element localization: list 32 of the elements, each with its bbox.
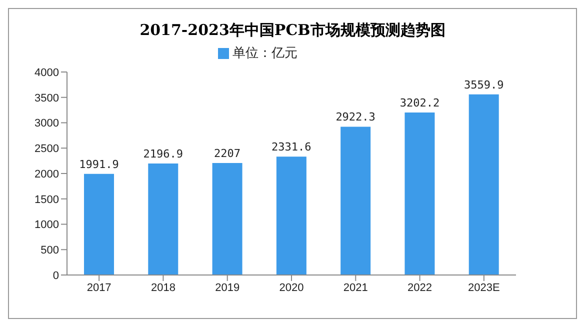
x-tick-label: 2018 — [150, 282, 176, 294]
y-tick-label: 3000 — [34, 118, 59, 130]
bar — [148, 164, 178, 275]
data-label: 2196.9 — [143, 148, 184, 161]
bar — [212, 162, 242, 275]
y-tick-label: 4000 — [34, 66, 59, 79]
x-tick-label: 2019 — [215, 282, 240, 294]
y-tick-label: 1500 — [34, 194, 59, 206]
data-label: 2922.3 — [336, 110, 376, 124]
x-tick-label: 2020 — [279, 282, 304, 294]
y-tick-label: 0 — [52, 270, 59, 282]
y-tick-label: 2000 — [34, 168, 59, 180]
y-tick-label: 3500 — [34, 92, 59, 104]
y-tick-label: 1000 — [34, 219, 59, 232]
chart-title: 2017-2023年中国PCB市场规模预测趋势图 — [138, 21, 446, 40]
x-tick-label: 2017 — [86, 282, 112, 294]
x-tick-label: 2023E — [468, 282, 500, 294]
y-tick-label: 2500 — [34, 143, 59, 156]
data-label: 1991.9 — [79, 158, 119, 171]
y-tick-label: 500 — [40, 244, 59, 257]
bar — [468, 94, 499, 275]
bar — [404, 112, 435, 275]
data-label: 3202.2 — [400, 96, 440, 110]
bar — [276, 156, 306, 275]
data-label: 2331.6 — [272, 140, 312, 154]
bar — [84, 174, 114, 275]
bar — [340, 126, 371, 275]
data-label: 3559.9 — [464, 78, 504, 92]
data-label: 2207 — [214, 146, 241, 160]
x-tick-label: 2021 — [343, 282, 368, 294]
legend-label: 单位：亿元 — [232, 45, 298, 60]
x-tick-label: 2022 — [408, 282, 432, 294]
